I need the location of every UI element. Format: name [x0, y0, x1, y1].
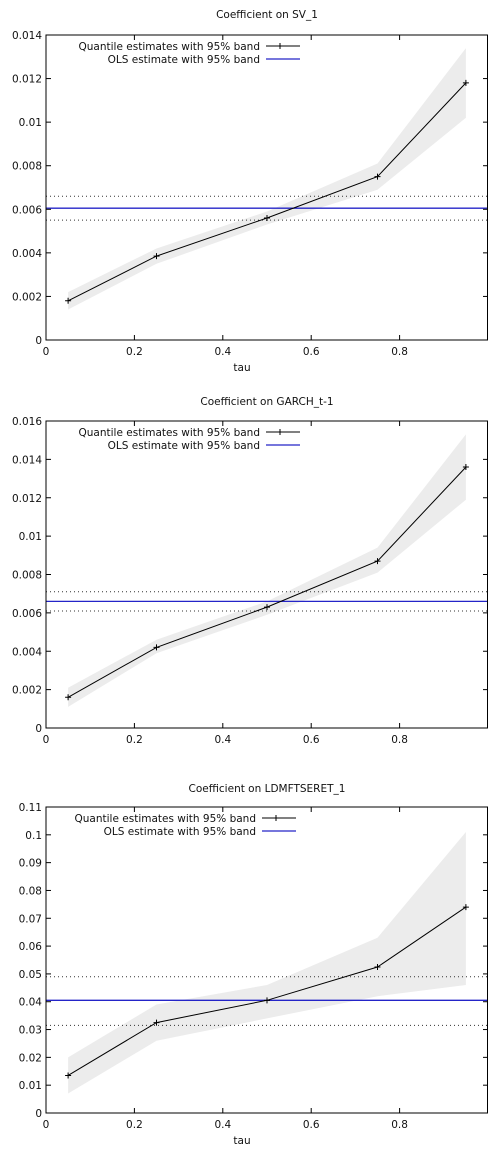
x-axis-label: tau: [233, 1135, 250, 1147]
x-tick-label: 0: [43, 734, 50, 746]
y-tick-label: 0.014: [12, 454, 42, 466]
y-tick-label: 0.01: [19, 1080, 42, 1092]
y-tick-label: 0.012: [12, 493, 42, 505]
y-tick-label: 0: [35, 723, 42, 735]
y-tick-label: 0.1: [25, 830, 42, 842]
x-tick-label: 0.2: [126, 346, 143, 358]
chart-title: Coefficient on LDMFTSERET_1: [189, 783, 346, 795]
y-tick-label: 0.006: [12, 204, 42, 216]
y-tick-label: 0.002: [12, 685, 42, 697]
quantile-point: [264, 604, 270, 611]
plot-frame: [45, 420, 488, 729]
quantile-point: [462, 904, 469, 911]
y-tick-label: 0.004: [12, 248, 42, 260]
quantile-point: [65, 297, 72, 304]
chart-title: Coefficient on GARCH_t-1: [200, 396, 333, 408]
x-tick-label: 0.2: [126, 734, 143, 746]
quantile-point: [462, 79, 469, 86]
y-tick-label: 0.012: [12, 74, 42, 86]
chart-2: [45, 420, 488, 729]
x-tick-label: 0.8: [391, 734, 408, 746]
quantile-point: [153, 644, 160, 651]
y-tick-label: 0.03: [19, 1025, 42, 1037]
y-tick-label: 0.016: [12, 416, 42, 428]
quantile-point: [153, 1019, 160, 1026]
y-tick-label: 0.08: [19, 885, 42, 897]
x-tick-label: 0.6: [303, 1119, 320, 1131]
quantile-point: [374, 173, 381, 180]
y-tick-label: 0.008: [12, 161, 42, 173]
quantile-point: [264, 997, 270, 1004]
y-tick-label: 0.006: [12, 608, 42, 620]
y-tick-label: 0.004: [12, 646, 42, 658]
y-tick-label: 0: [35, 335, 42, 347]
x-tick-label: 0.4: [214, 1119, 231, 1131]
quantile-point: [462, 464, 469, 471]
y-tick-label: 0.09: [19, 858, 42, 870]
x-tick-label: 0.8: [391, 1119, 408, 1131]
y-tick-label: 0.01: [19, 531, 42, 543]
quantile-point: [65, 694, 72, 701]
x-tick-label: 0: [43, 346, 50, 358]
chart-1: [45, 34, 488, 341]
x-tick-label: 0.8: [391, 346, 408, 358]
y-tick-label: 0.014: [12, 30, 42, 42]
y-tick-label: 0.11: [19, 802, 42, 814]
y-tick-label: 0.008: [12, 570, 42, 582]
quantile-point: [264, 215, 270, 221]
y-tick-label: 0.07: [19, 913, 42, 925]
quantile-point: [374, 963, 381, 970]
plot-frame: [45, 34, 488, 341]
y-tick-label: 0.02: [19, 1052, 42, 1064]
x-tick-label: 0: [43, 1119, 50, 1131]
y-tick-label: 0: [35, 1108, 42, 1120]
legend-label-quantile: Quantile estimates with 95% band: [75, 813, 256, 825]
x-tick-label: 0.2: [126, 1119, 143, 1131]
legend-label-ols: OLS estimate with 95% band: [108, 440, 260, 452]
quantile-band: [68, 48, 466, 310]
x-axis-label: tau: [233, 362, 250, 374]
x-tick-label: 0.6: [303, 734, 320, 746]
y-tick-label: 0.05: [19, 969, 42, 981]
quantile-band: [68, 434, 466, 707]
y-tick-label: 0.04: [19, 997, 43, 1009]
chart-title: Coefficient on SV_1: [216, 9, 318, 21]
legend-label-quantile: Quantile estimates with 95% band: [79, 41, 260, 53]
legend-label-ols: OLS estimate with 95% band: [104, 826, 256, 838]
quantile-point: [65, 1072, 72, 1079]
x-tick-label: 0.4: [214, 346, 231, 358]
quantile-point: [374, 558, 381, 565]
x-tick-label: 0.6: [303, 346, 320, 358]
x-tick-label: 0.4: [214, 734, 231, 746]
y-tick-label: 0.06: [19, 941, 43, 953]
quantile-point: [153, 253, 160, 260]
legend-label-ols: OLS estimate with 95% band: [108, 54, 260, 66]
quantile-band: [68, 832, 466, 1094]
y-tick-label: 0.002: [12, 291, 42, 303]
y-tick-label: 0.01: [19, 117, 42, 129]
chart-3: [45, 806, 488, 1114]
legend-label-quantile: Quantile estimates with 95% band: [79, 427, 260, 439]
